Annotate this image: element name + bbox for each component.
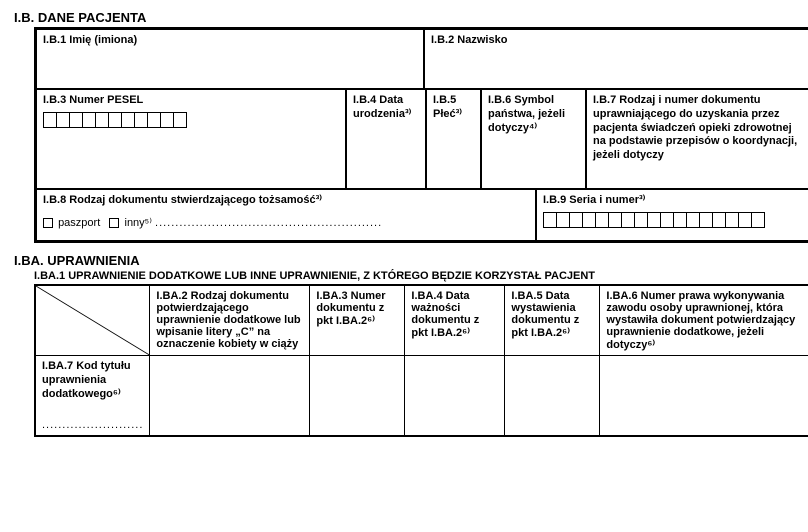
char-box[interactable]: [56, 112, 70, 128]
section-iba-title: I.BA. UPRAWNIENIA: [14, 253, 794, 268]
char-box[interactable]: [751, 212, 765, 228]
char-box[interactable]: [108, 112, 122, 128]
label-iba6: I.BA.6 Numer prawa wykonywania zawodu os…: [600, 285, 808, 356]
label-iba3: I.BA.3 Numer dokumentu z pkt I.BA.2⁶⁾: [310, 285, 405, 356]
label-ib8: I.B.8 Rodzaj dokumentu stwierdzającego t…: [43, 194, 529, 208]
section-ib-title: I.B. DANE PACJENTA: [14, 10, 794, 25]
char-box[interactable]: [712, 212, 726, 228]
char-box[interactable]: [543, 212, 557, 228]
char-box[interactable]: [95, 112, 109, 128]
iba-header-row: I.BA.2 Rodzaj dokumentu potwierdzającego…: [35, 285, 808, 356]
field-ib7: I.B.7 Rodzaj i numer dokumentu uprawniaj…: [586, 89, 808, 189]
char-box[interactable]: [569, 212, 583, 228]
char-box[interactable]: [738, 212, 752, 228]
iba-diag-cell: [35, 285, 150, 356]
field-ib6: I.B.6 Symbol państwa, jeżeli dotyczy⁴⁾: [481, 89, 586, 189]
diagonal-line-icon: [36, 286, 149, 355]
checkbox-inny[interactable]: [109, 218, 119, 228]
iba7-dots: .........................: [42, 419, 143, 431]
field-ib4: I.B.4 Data urodzenia³⁾: [346, 89, 426, 189]
char-box[interactable]: [43, 112, 57, 128]
char-box[interactable]: [660, 212, 674, 228]
label-iba4: I.BA.4 Data ważności dokumentu z pkt I.B…: [405, 285, 505, 356]
opt-paszport: paszport: [58, 217, 100, 229]
field-ib2: I.B.2 Nazwisko: [424, 29, 808, 89]
cell-iba2[interactable]: [150, 356, 310, 437]
char-box[interactable]: [121, 112, 135, 128]
checkbox-paszport[interactable]: [43, 218, 53, 228]
ib8-dots: ........................................…: [155, 217, 382, 229]
char-box[interactable]: [582, 212, 596, 228]
label-ib9: I.B.9 Seria i numer³⁾: [543, 194, 805, 208]
opt-inny: inny⁵⁾: [125, 217, 152, 229]
char-box[interactable]: [725, 212, 739, 228]
char-box[interactable]: [173, 112, 187, 128]
iba-data-row: I.BA.7 Kod tytułu uprawnienia dodatkoweg…: [35, 356, 808, 437]
label-iba5: I.BA.5 Data wystawienia dokumentu z pkt …: [505, 285, 600, 356]
label-ib7: I.B.7 Rodzaj i numer dokumentu uprawniaj…: [593, 94, 805, 163]
ib8-options: paszport inny⁵⁾ ........................…: [43, 216, 529, 229]
char-box[interactable]: [134, 112, 148, 128]
field-ib9: I.B.9 Seria i numer³⁾: [536, 189, 808, 241]
iba-table: I.BA.2 Rodzaj dokumentu potwierdzającego…: [34, 284, 808, 437]
field-ib5: I.B.5 Płeć³⁾: [426, 89, 481, 189]
char-box[interactable]: [647, 212, 661, 228]
char-box[interactable]: [608, 212, 622, 228]
field-ib3: I.B.3 Numer PESEL: [36, 89, 346, 189]
label-ib3: I.B.3 Numer PESEL: [43, 94, 339, 108]
char-box[interactable]: [595, 212, 609, 228]
label-iba2: I.BA.2 Rodzaj dokumentu potwierdzającego…: [150, 285, 310, 356]
label-iba7: I.BA.7 Kod tytułu uprawnienia dodatkoweg…: [42, 360, 143, 401]
char-box[interactable]: [160, 112, 174, 128]
cell-iba3[interactable]: [310, 356, 405, 437]
label-ib4: I.B.4 Data urodzenia³⁾: [353, 94, 419, 122]
serial-boxes[interactable]: [543, 212, 805, 228]
char-box[interactable]: [556, 212, 570, 228]
char-box[interactable]: [686, 212, 700, 228]
cell-iba5[interactable]: [505, 356, 600, 437]
field-iba7: I.BA.7 Kod tytułu uprawnienia dodatkoweg…: [35, 356, 150, 437]
char-box[interactable]: [699, 212, 713, 228]
section-ib-box: I.B.1 Imię (imiona) I.B.2 Nazwisko I.B.3…: [34, 27, 808, 243]
cell-iba6[interactable]: [600, 356, 808, 437]
field-ib1: I.B.1 Imię (imiona): [36, 29, 424, 89]
label-ib6: I.B.6 Symbol państwa, jeżeli dotyczy⁴⁾: [488, 94, 579, 135]
label-ib2: I.B.2 Nazwisko: [431, 34, 805, 48]
pesel-boxes[interactable]: [43, 112, 339, 128]
field-ib8: I.B.8 Rodzaj dokumentu stwierdzającego t…: [36, 189, 536, 241]
cell-iba4[interactable]: [405, 356, 505, 437]
char-box[interactable]: [147, 112, 161, 128]
char-box[interactable]: [621, 212, 635, 228]
char-box[interactable]: [673, 212, 687, 228]
label-ib5: I.B.5 Płeć³⁾: [433, 94, 474, 122]
char-box[interactable]: [634, 212, 648, 228]
char-box[interactable]: [69, 112, 83, 128]
label-ib1: I.B.1 Imię (imiona): [43, 34, 417, 48]
char-box[interactable]: [82, 112, 96, 128]
section-iba-subtitle: I.BA.1 UPRAWNIENIE DODATKOWE LUB INNE UP…: [34, 270, 794, 282]
